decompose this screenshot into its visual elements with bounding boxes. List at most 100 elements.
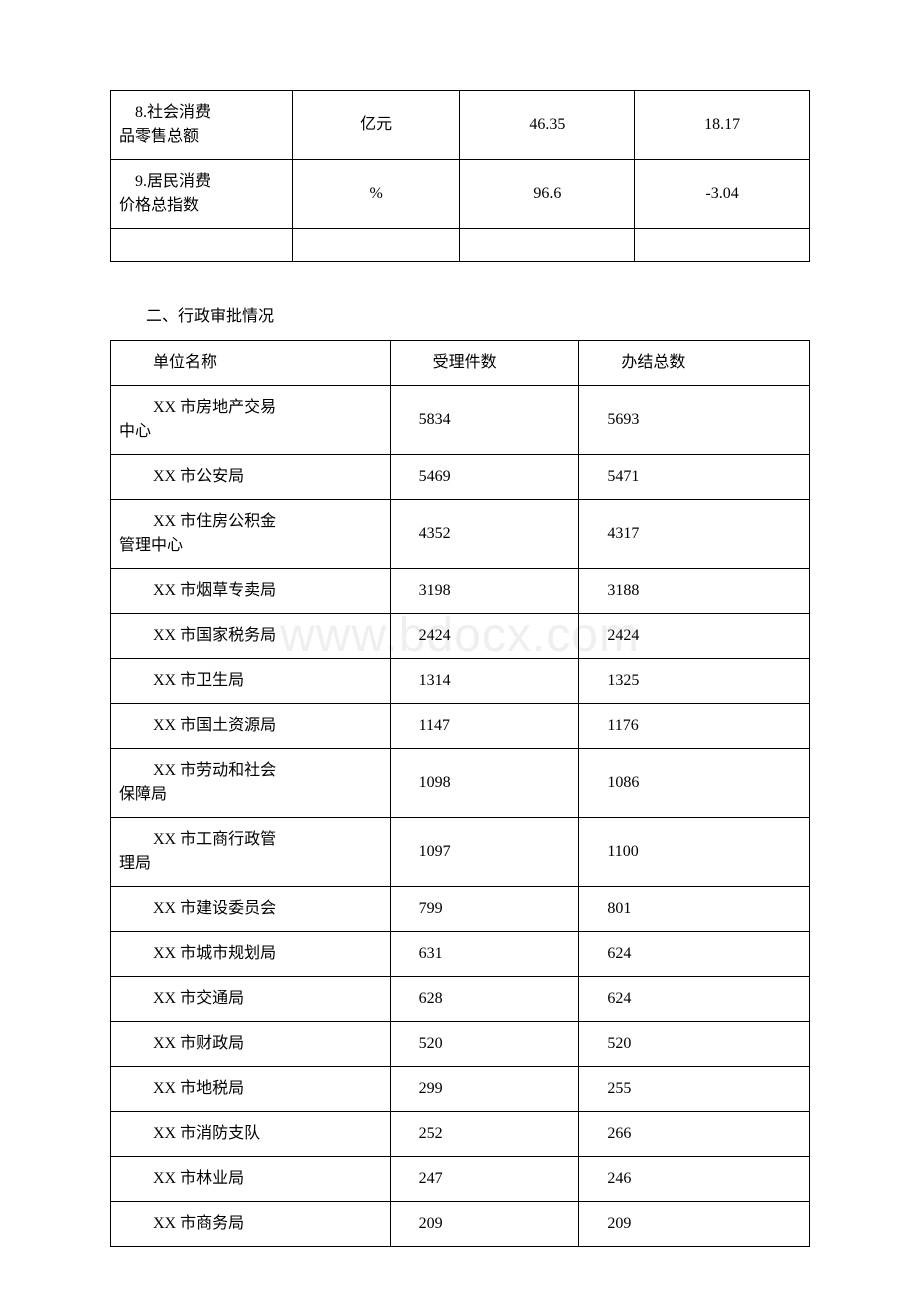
completed-count: 3188 bbox=[579, 569, 810, 614]
indicator-unit: % bbox=[292, 160, 460, 229]
unit-name: XX 市消防支队 bbox=[111, 1112, 391, 1157]
unit-name-line2: 管理中心 bbox=[111, 534, 382, 558]
accepted-count: 1097 bbox=[390, 818, 579, 887]
empty-cell bbox=[635, 229, 810, 262]
column-header: 办结总数 bbox=[579, 341, 810, 386]
accepted-count: 1147 bbox=[390, 704, 579, 749]
empty-cell bbox=[111, 229, 293, 262]
completed-count: 209 bbox=[579, 1202, 810, 1247]
section-2-title: 二、行政审批情况 bbox=[146, 302, 810, 326]
accepted-count: 2424 bbox=[390, 614, 579, 659]
indicator-label-line1: 8.社会消费 bbox=[119, 101, 284, 125]
table-row: XX 市住房公积金管理中心43524317 bbox=[111, 500, 810, 569]
unit-name-line2: 理局 bbox=[111, 852, 382, 876]
unit-name: XX 市公安局 bbox=[111, 455, 391, 500]
table-row: XX 市商务局209209 bbox=[111, 1202, 810, 1247]
indicator-label: 8.社会消费品零售总额 bbox=[111, 91, 293, 160]
unit-name-line2: 保障局 bbox=[111, 783, 382, 807]
accepted-count: 209 bbox=[390, 1202, 579, 1247]
completed-count: 2424 bbox=[579, 614, 810, 659]
completed-count: 246 bbox=[579, 1157, 810, 1202]
completed-count: 5471 bbox=[579, 455, 810, 500]
indicator-label-line1: 9.居民消费 bbox=[119, 170, 284, 194]
unit-name: XX 市林业局 bbox=[111, 1157, 391, 1202]
completed-count: 5693 bbox=[579, 386, 810, 455]
page-content: 8.社会消费品零售总额亿元46.3518.17 9.居民消费价格总指数%96.6… bbox=[0, 0, 920, 1307]
empty-cell bbox=[292, 229, 460, 262]
unit-name: XX 市城市规划局 bbox=[111, 932, 391, 977]
completed-count: 266 bbox=[579, 1112, 810, 1157]
indicator-unit: 亿元 bbox=[292, 91, 460, 160]
table-row: 8.社会消费品零售总额亿元46.3518.17 bbox=[111, 91, 810, 160]
completed-count: 4317 bbox=[579, 500, 810, 569]
indicator-value: 96.6 bbox=[460, 160, 635, 229]
table-row: XX 市国家税务局24242424 bbox=[111, 614, 810, 659]
completed-count: 624 bbox=[579, 932, 810, 977]
column-header: 受理件数 bbox=[390, 341, 579, 386]
unit-name-line1: XX 市工商行政管 bbox=[111, 828, 382, 852]
completed-count: 1176 bbox=[579, 704, 810, 749]
unit-name: XX 市财政局 bbox=[111, 1022, 391, 1067]
completed-count: 520 bbox=[579, 1022, 810, 1067]
indicator-percent: 18.17 bbox=[635, 91, 810, 160]
completed-count: 1325 bbox=[579, 659, 810, 704]
accepted-count: 799 bbox=[390, 887, 579, 932]
unit-name: XX 市地税局 bbox=[111, 1067, 391, 1112]
table-row-empty bbox=[111, 229, 810, 262]
accepted-count: 5834 bbox=[390, 386, 579, 455]
accepted-count: 247 bbox=[390, 1157, 579, 1202]
table-row: XX 市国土资源局11471176 bbox=[111, 704, 810, 749]
table-row: XX 市城市规划局631624 bbox=[111, 932, 810, 977]
table-row: XX 市林业局247246 bbox=[111, 1157, 810, 1202]
accepted-count: 5469 bbox=[390, 455, 579, 500]
table-row: XX 市卫生局13141325 bbox=[111, 659, 810, 704]
table-row: XX 市公安局54695471 bbox=[111, 455, 810, 500]
indicator-label: 9.居民消费价格总指数 bbox=[111, 160, 293, 229]
table-row: XX 市建设委员会799801 bbox=[111, 887, 810, 932]
table-row: XX 市消防支队252266 bbox=[111, 1112, 810, 1157]
table-row: XX 市劳动和社会保障局10981086 bbox=[111, 749, 810, 818]
table-row: XX 市烟草专卖局31983188 bbox=[111, 569, 810, 614]
indicator-label-line2: 价格总指数 bbox=[119, 194, 284, 218]
economic-indicators-table: 8.社会消费品零售总额亿元46.3518.17 9.居民消费价格总指数%96.6… bbox=[110, 90, 810, 262]
indicator-percent: -3.04 bbox=[635, 160, 810, 229]
unit-name-line1: XX 市劳动和社会 bbox=[111, 759, 382, 783]
table-row: XX 市交通局628624 bbox=[111, 977, 810, 1022]
indicator-label-line2: 品零售总额 bbox=[119, 125, 284, 149]
completed-count: 801 bbox=[579, 887, 810, 932]
table-row: XX 市房地产交易中心58345693 bbox=[111, 386, 810, 455]
unit-name: XX 市建设委员会 bbox=[111, 887, 391, 932]
t1-body: 8.社会消费品零售总额亿元46.3518.17 9.居民消费价格总指数%96.6… bbox=[111, 91, 810, 262]
unit-name: XX 市交通局 bbox=[111, 977, 391, 1022]
indicator-value: 46.35 bbox=[460, 91, 635, 160]
accepted-count: 299 bbox=[390, 1067, 579, 1112]
completed-count: 1086 bbox=[579, 749, 810, 818]
unit-name: XX 市房地产交易中心 bbox=[111, 386, 391, 455]
accepted-count: 631 bbox=[390, 932, 579, 977]
accepted-count: 520 bbox=[390, 1022, 579, 1067]
accepted-count: 3198 bbox=[390, 569, 579, 614]
completed-count: 624 bbox=[579, 977, 810, 1022]
unit-name-line2: 中心 bbox=[111, 420, 382, 444]
accepted-count: 1098 bbox=[390, 749, 579, 818]
column-header: 单位名称 bbox=[111, 341, 391, 386]
unit-name: XX 市住房公积金管理中心 bbox=[111, 500, 391, 569]
unit-name-line1: XX 市住房公积金 bbox=[111, 510, 382, 534]
unit-name-line1: XX 市房地产交易 bbox=[111, 396, 382, 420]
completed-count: 1100 bbox=[579, 818, 810, 887]
unit-name: XX 市国家税务局 bbox=[111, 614, 391, 659]
unit-name: XX 市商务局 bbox=[111, 1202, 391, 1247]
admin-approval-table: 单位名称受理件数办结总数XX 市房地产交易中心58345693XX 市公安局54… bbox=[110, 340, 810, 1247]
accepted-count: 4352 bbox=[390, 500, 579, 569]
completed-count: 255 bbox=[579, 1067, 810, 1112]
unit-name: XX 市烟草专卖局 bbox=[111, 569, 391, 614]
table-row: XX 市财政局520520 bbox=[111, 1022, 810, 1067]
unit-name: XX 市卫生局 bbox=[111, 659, 391, 704]
table-row: 9.居民消费价格总指数%96.6-3.04 bbox=[111, 160, 810, 229]
unit-name: XX 市劳动和社会保障局 bbox=[111, 749, 391, 818]
unit-name: XX 市国土资源局 bbox=[111, 704, 391, 749]
accepted-count: 1314 bbox=[390, 659, 579, 704]
empty-cell bbox=[460, 229, 635, 262]
table-row: XX 市工商行政管理局 10971100 bbox=[111, 818, 810, 887]
t2-body: 单位名称受理件数办结总数XX 市房地产交易中心58345693XX 市公安局54… bbox=[111, 341, 810, 1247]
